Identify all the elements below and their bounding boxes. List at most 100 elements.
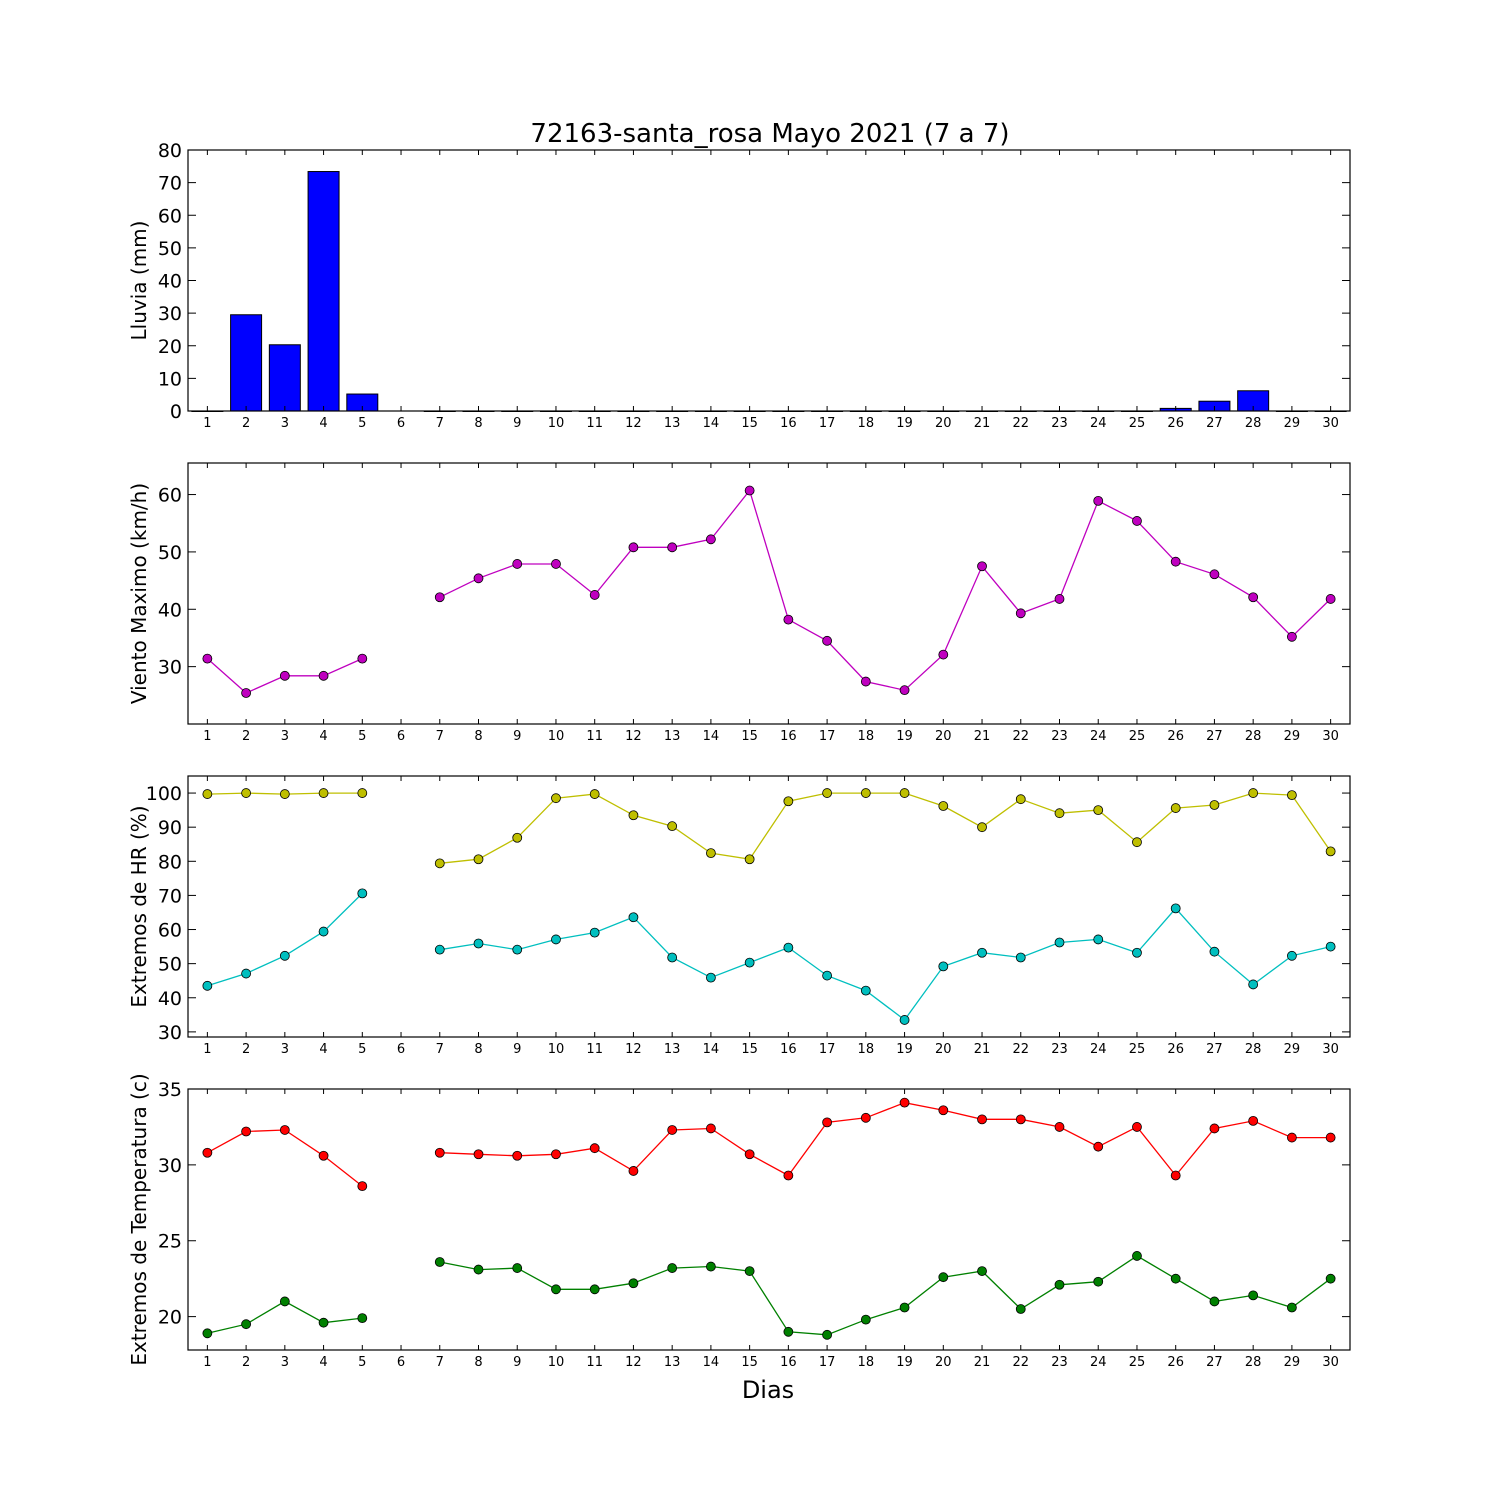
x-tick-label: 21 [974,1042,991,1057]
temp-max-point [706,1123,716,1134]
temp-max-point [977,1114,987,1125]
hr-min-point [434,944,445,955]
rain-bar [268,344,301,412]
wind-point [1132,516,1142,526]
x-tick-label: 15 [741,1042,758,1057]
x-tick-label: 8 [474,416,482,431]
x-tick-label: 20 [935,729,952,744]
hr-max-point [628,810,639,821]
hr-max-line [439,792,1332,864]
x-tick-label: 18 [858,1355,875,1370]
hr-min-point [899,1015,910,1025]
wind-point [977,561,987,572]
hr-max-point [822,788,832,798]
y-tick-label: 70 [158,173,182,195]
x-tick-label: 24 [1090,416,1107,431]
hr-min-point [1015,952,1026,963]
rain-bar [307,171,340,412]
y-tick-label: 20 [158,336,182,358]
x-tick-label: 10 [548,729,565,744]
hr-max-point [1248,788,1259,798]
y-tick-label: 30 [158,657,182,679]
wind-panel: 1 2 3 4 5 6 7 8 9 10 11 12 13 14 15 16 17 18 19 20 21 22 23 24 2… [127,462,1351,744]
x-tick-label: 28 [1245,416,1262,431]
rain-bar [230,314,263,412]
x-tick-label: 28 [1245,1042,1262,1057]
x-tick-label: 6 [397,416,405,431]
y-tick-label: 50 [158,542,182,564]
x-tick-label: 22 [1012,416,1029,431]
temp-min-point [822,1329,832,1340]
x-tick-label: 22 [1012,729,1029,744]
wind-point [551,559,561,569]
temp-max-point [241,1126,252,1137]
hr-max-point [1209,800,1220,810]
hr-min-point [279,950,290,961]
hr-max-point [1054,808,1065,819]
x-tick-label: 14 [703,416,720,431]
hr-max-point [434,858,445,869]
wind-point [202,653,213,664]
hr-max-point [899,788,910,798]
temp-min-point [589,1284,600,1295]
temp-min-point [1093,1276,1104,1287]
y-tick-label: 0 [170,401,182,423]
x-tick-label: 30 [1322,729,1339,744]
wind-point [1287,631,1297,642]
temp-min-point [706,1261,716,1272]
x-tick-label: 27 [1206,416,1223,431]
x-tick-label: 16 [780,416,797,431]
x-tick-label: 21 [974,729,991,744]
x-tick-label: 20 [935,416,952,431]
x-tick-label: 15 [741,729,758,744]
temp-min-point [1325,1273,1336,1284]
x-tick-label: 24 [1090,729,1107,744]
hr-max-point [357,788,368,798]
temperature-panel: 1 2 3 4 5 6 7 8 9 10 11 12 13 14 15 16 17 18 19 20 21 22 23 24 2… [127,1073,1351,1370]
x-tick-label: 11 [586,1355,603,1370]
x-tick-label: 6 [397,729,405,744]
x-tick-label: 30 [1322,1042,1339,1057]
y-tick-label: 40 [158,988,182,1010]
hr-min-point [1170,903,1181,914]
y-tick-label: 30 [158,303,182,325]
wind-point [783,614,794,625]
wind-point [241,688,252,698]
temperature-plot-area [202,1097,1336,1340]
hr-max-point [1093,805,1104,816]
wind-point [822,635,832,646]
temp-max-point [667,1125,678,1135]
y-tick-label: 30 [158,1155,182,1177]
rain-panel: 1 2 3 4 5 6 7 8 9 10 11 12 13 14 15 16 17 18 19 20 21 22 23 24 2… [127,140,1351,431]
temp-max-point [744,1149,755,1160]
x-tick-label: 6 [397,1042,405,1057]
x-tick-label: 7 [436,729,444,744]
temp-min-point [899,1302,910,1313]
rain-y-axis-label: Lluvia (mm) [127,221,151,341]
hr-max-point [202,789,213,799]
x-tick-label: 17 [819,1355,836,1370]
y-tick-label: 10 [158,368,182,390]
y-tick-label: 40 [158,271,182,293]
x-tick-label: 11 [586,416,603,431]
temp-min-point [1054,1279,1065,1290]
hr-min-point [1287,950,1297,961]
wind-point [1325,594,1336,604]
x-tick-label: 21 [974,1355,991,1370]
hr-max-point [744,854,755,865]
x-tick-label: 3 [281,1355,289,1370]
wind-point [860,676,871,687]
hr-min-point [1248,979,1259,990]
x-tick-label: 2 [242,416,250,431]
wind-point [279,670,290,681]
hr-min-point [589,927,600,938]
x-tick-label: 12 [625,1355,642,1370]
hr-max-point [1015,794,1026,805]
hr-min-point [318,926,329,937]
wind-point [899,685,910,696]
hr-max-point [1132,837,1142,848]
x-tick-label: 8 [474,729,482,744]
wind-frame [187,462,1351,725]
temp-max-point [1093,1141,1104,1152]
x-tick-label: 2 [242,1355,250,1370]
